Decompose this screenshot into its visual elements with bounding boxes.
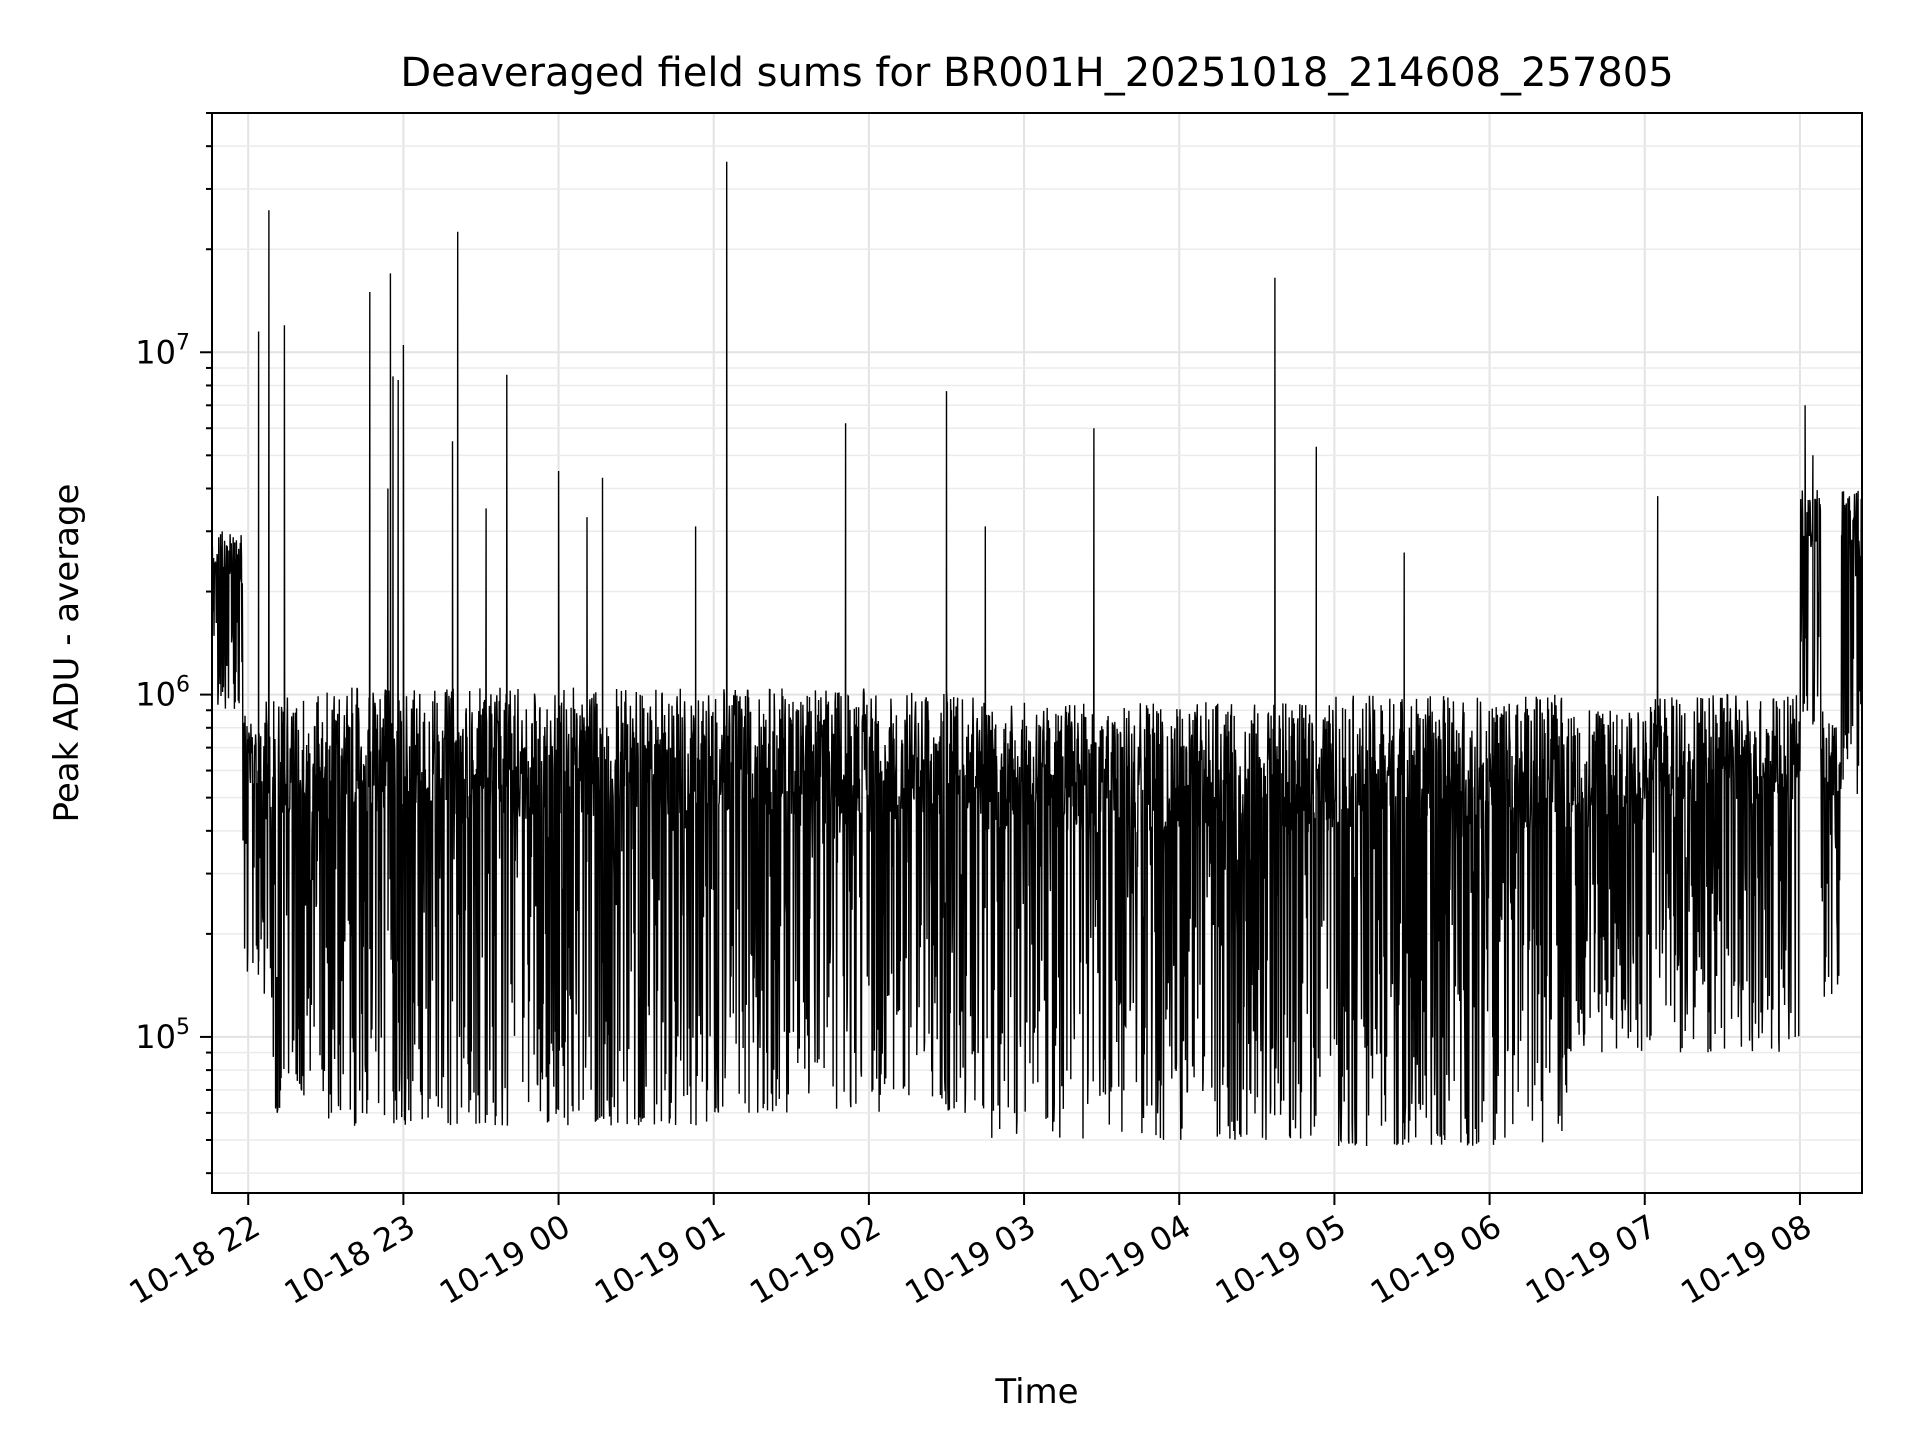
series-lines <box>212 161 1862 1147</box>
y-tick-label: 107 <box>135 330 190 371</box>
y-tick-label: 105 <box>135 1015 190 1056</box>
plot-frame <box>211 112 1863 1194</box>
x-tick-label: 10-19 08 <box>1674 1207 1818 1312</box>
x-tick-label: 10-19 01 <box>588 1207 732 1312</box>
x-axis-label: Time <box>994 1372 1078 1412</box>
x-tick-label: 10-19 00 <box>433 1207 577 1312</box>
x-tick-label: 10-19 07 <box>1519 1207 1663 1312</box>
x-tick-label: 10-19 05 <box>1209 1207 1353 1312</box>
x-axis-ticks: 10-18 22 10-18 23 10-19 00 10-19 01 10-19 02… <box>123 1193 1818 1312</box>
chart-title: Deaveraged field sums for BR001H_2025101… <box>400 50 1673 96</box>
x-tick-label: 10-18 23 <box>278 1207 422 1312</box>
x-tick-label: 10-19 03 <box>898 1207 1042 1312</box>
y-axis-label: Peak ADU - average <box>47 484 87 823</box>
x-tick-label: 10-19 02 <box>743 1207 887 1312</box>
series-line <box>212 161 1862 1147</box>
x-tick-label: 10-19 04 <box>1054 1207 1198 1312</box>
x-tick-label: 10-19 06 <box>1364 1207 1508 1312</box>
x-tick-label: 10-18 22 <box>123 1207 267 1312</box>
y-tick-label: 106 <box>135 673 190 714</box>
y-axis-ticks: 105 106 107 <box>135 112 212 1175</box>
